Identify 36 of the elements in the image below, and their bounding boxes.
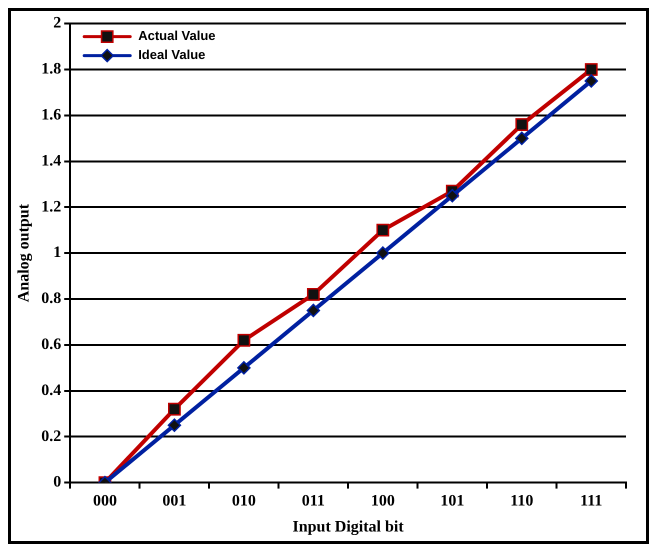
x-tick-label: 011 xyxy=(302,492,325,510)
y-tick-label: 1.8 xyxy=(41,60,62,78)
y-tick-label: 0.2 xyxy=(41,428,62,445)
x-tick-label: 111 xyxy=(580,492,602,510)
legend-label: Actual Value xyxy=(138,28,216,44)
y-tick-label: 0.4 xyxy=(41,382,62,399)
x-tick-label: 101 xyxy=(440,492,464,510)
x-tick-label: 001 xyxy=(162,492,186,510)
y-tick-label: 1.4 xyxy=(41,152,62,170)
x-tick-label: 000 xyxy=(92,492,117,510)
y-tick-label: 0.8 xyxy=(41,290,62,308)
point xyxy=(237,361,251,375)
x-tick-label: 010 xyxy=(232,492,256,510)
point xyxy=(446,188,460,202)
y-tick-label: 1 xyxy=(53,244,62,262)
point xyxy=(168,402,181,416)
x-tick-label: 110 xyxy=(510,492,534,510)
point xyxy=(376,246,390,260)
y-axis-title: Analog output xyxy=(16,203,33,302)
point xyxy=(306,304,320,318)
y-tick-label: 1.6 xyxy=(41,106,62,124)
point xyxy=(515,132,529,146)
y-tick-label: 0 xyxy=(53,474,62,491)
y-tick-label: 1.2 xyxy=(41,198,62,216)
point xyxy=(237,334,250,347)
x-tick-label: 100 xyxy=(370,492,395,510)
point xyxy=(515,118,528,131)
y-tick-label: 2 xyxy=(53,14,62,32)
x-axis-title: Input Digital bit xyxy=(292,518,404,536)
y-tick-label: 0.6 xyxy=(41,336,62,354)
point xyxy=(376,224,390,237)
point xyxy=(584,63,598,76)
legend-label: Ideal Value xyxy=(138,47,206,62)
point xyxy=(168,418,182,432)
point xyxy=(584,74,598,88)
point xyxy=(306,288,320,301)
